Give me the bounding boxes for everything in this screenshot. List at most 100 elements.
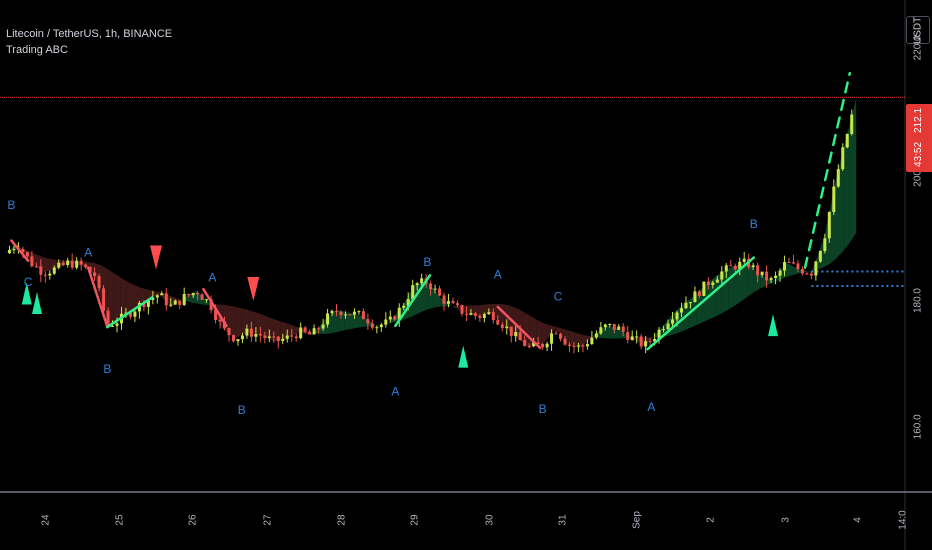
- candle-up: [236, 339, 240, 342]
- candle-up: [617, 326, 621, 330]
- pivot-labels: B C A B A B A B A C B A B: [7, 198, 757, 417]
- candle-up: [715, 279, 719, 283]
- candle-up: [693, 291, 697, 303]
- candle-up: [151, 297, 155, 300]
- candle-up: [594, 333, 598, 338]
- bull-cloud-segment: [792, 265, 799, 276]
- candle-up: [384, 319, 388, 325]
- candle-down: [128, 312, 132, 317]
- bear-cloud-segment: [536, 319, 543, 347]
- candle-down: [102, 288, 106, 311]
- bull-cloud-segment: [766, 278, 773, 286]
- candle-up: [133, 311, 137, 317]
- candle-up: [379, 324, 383, 328]
- candles: [7, 109, 854, 354]
- candle-down: [21, 248, 25, 253]
- candle-down: [249, 328, 253, 337]
- candle-down: [626, 331, 630, 340]
- candle-up: [299, 327, 303, 339]
- candle-down: [276, 336, 280, 342]
- pivot-label: C: [24, 275, 33, 289]
- buy-signal-arrow: [21, 282, 32, 305]
- bull-cloud-segment: [433, 289, 441, 308]
- currency-unit-button[interactable]: USDT: [906, 16, 930, 44]
- candle-down: [554, 333, 558, 335]
- candle-down: [348, 314, 352, 316]
- x-tick-label: 29: [410, 514, 421, 526]
- candle-down: [572, 345, 576, 347]
- buy-signal-arrow: [458, 345, 469, 368]
- candle-down: [370, 323, 374, 328]
- candle-up: [742, 258, 746, 262]
- candle-up: [657, 329, 661, 339]
- candle-down: [393, 316, 397, 320]
- candle-down: [361, 311, 365, 320]
- candle-up: [505, 326, 509, 329]
- candle-up: [487, 312, 491, 315]
- bear-cloud-segment: [235, 306, 242, 339]
- candle-down: [335, 310, 339, 312]
- candle-down: [290, 335, 294, 337]
- candle-up: [599, 327, 603, 334]
- bull-cloud-segment: [843, 123, 850, 251]
- bull-cloud-segment: [357, 314, 364, 328]
- candle-up: [406, 299, 410, 306]
- candle-up: [240, 335, 244, 340]
- candle-up: [447, 300, 451, 304]
- candle-up: [191, 293, 195, 296]
- candle-down: [500, 324, 504, 329]
- candle-up: [326, 313, 330, 325]
- candle-down: [729, 265, 733, 267]
- candle-down: [39, 266, 43, 275]
- bear-cloud-segment: [43, 257, 50, 273]
- pivot-label: A: [647, 400, 655, 414]
- candle-down: [733, 266, 737, 270]
- candle-up: [774, 275, 778, 279]
- candle-up: [245, 328, 249, 336]
- candle-up: [343, 314, 347, 316]
- candle-up: [751, 265, 755, 268]
- x-tick-label: 25: [115, 514, 126, 526]
- candle-down: [697, 291, 701, 296]
- candle-down: [70, 260, 74, 268]
- candle-down: [231, 335, 235, 342]
- candle-down: [706, 281, 710, 285]
- candle-down: [805, 273, 809, 275]
- candle-up: [182, 294, 186, 305]
- candle-up: [433, 288, 437, 290]
- current-price-value: 212.1: [913, 107, 925, 134]
- candle-up: [760, 271, 764, 276]
- candle-up: [679, 308, 683, 313]
- candle-up: [850, 114, 854, 134]
- candle-down: [178, 300, 182, 305]
- bear-cloud-segment: [280, 321, 287, 340]
- bull-cloud-segment: [337, 310, 345, 332]
- candle-down: [209, 299, 213, 311]
- current-price-tag: 212.1: [906, 104, 932, 138]
- indicator-title[interactable]: Trading ABC: [6, 44, 68, 56]
- candle-down: [523, 340, 527, 347]
- candle-down: [227, 328, 231, 336]
- wave-leg-down: [86, 266, 109, 329]
- candle-down: [639, 336, 643, 347]
- candle-down: [294, 336, 298, 339]
- pivot-label: B: [7, 198, 15, 212]
- x-tick-label: 4: [853, 517, 864, 523]
- bear-cloud-segment: [273, 319, 281, 342]
- candle-down: [308, 331, 312, 335]
- bear-cloud-segment: [113, 272, 121, 323]
- candle-down: [791, 262, 795, 264]
- candle-down: [567, 344, 571, 346]
- wave-leg-up: [106, 296, 154, 329]
- pivot-label: C: [554, 290, 563, 304]
- x-tick-label: 30: [485, 514, 496, 526]
- candle-down: [442, 295, 446, 304]
- pivot-label: A: [391, 384, 399, 398]
- candle-up: [545, 343, 549, 348]
- bar-countdown-tag: 43:52: [906, 138, 932, 172]
- candle-up: [823, 238, 827, 252]
- symbol-title[interactable]: Litecoin / TetherUS, 1h, BINANCE: [6, 28, 173, 40]
- candle-down: [303, 327, 307, 332]
- candle-down: [648, 341, 652, 343]
